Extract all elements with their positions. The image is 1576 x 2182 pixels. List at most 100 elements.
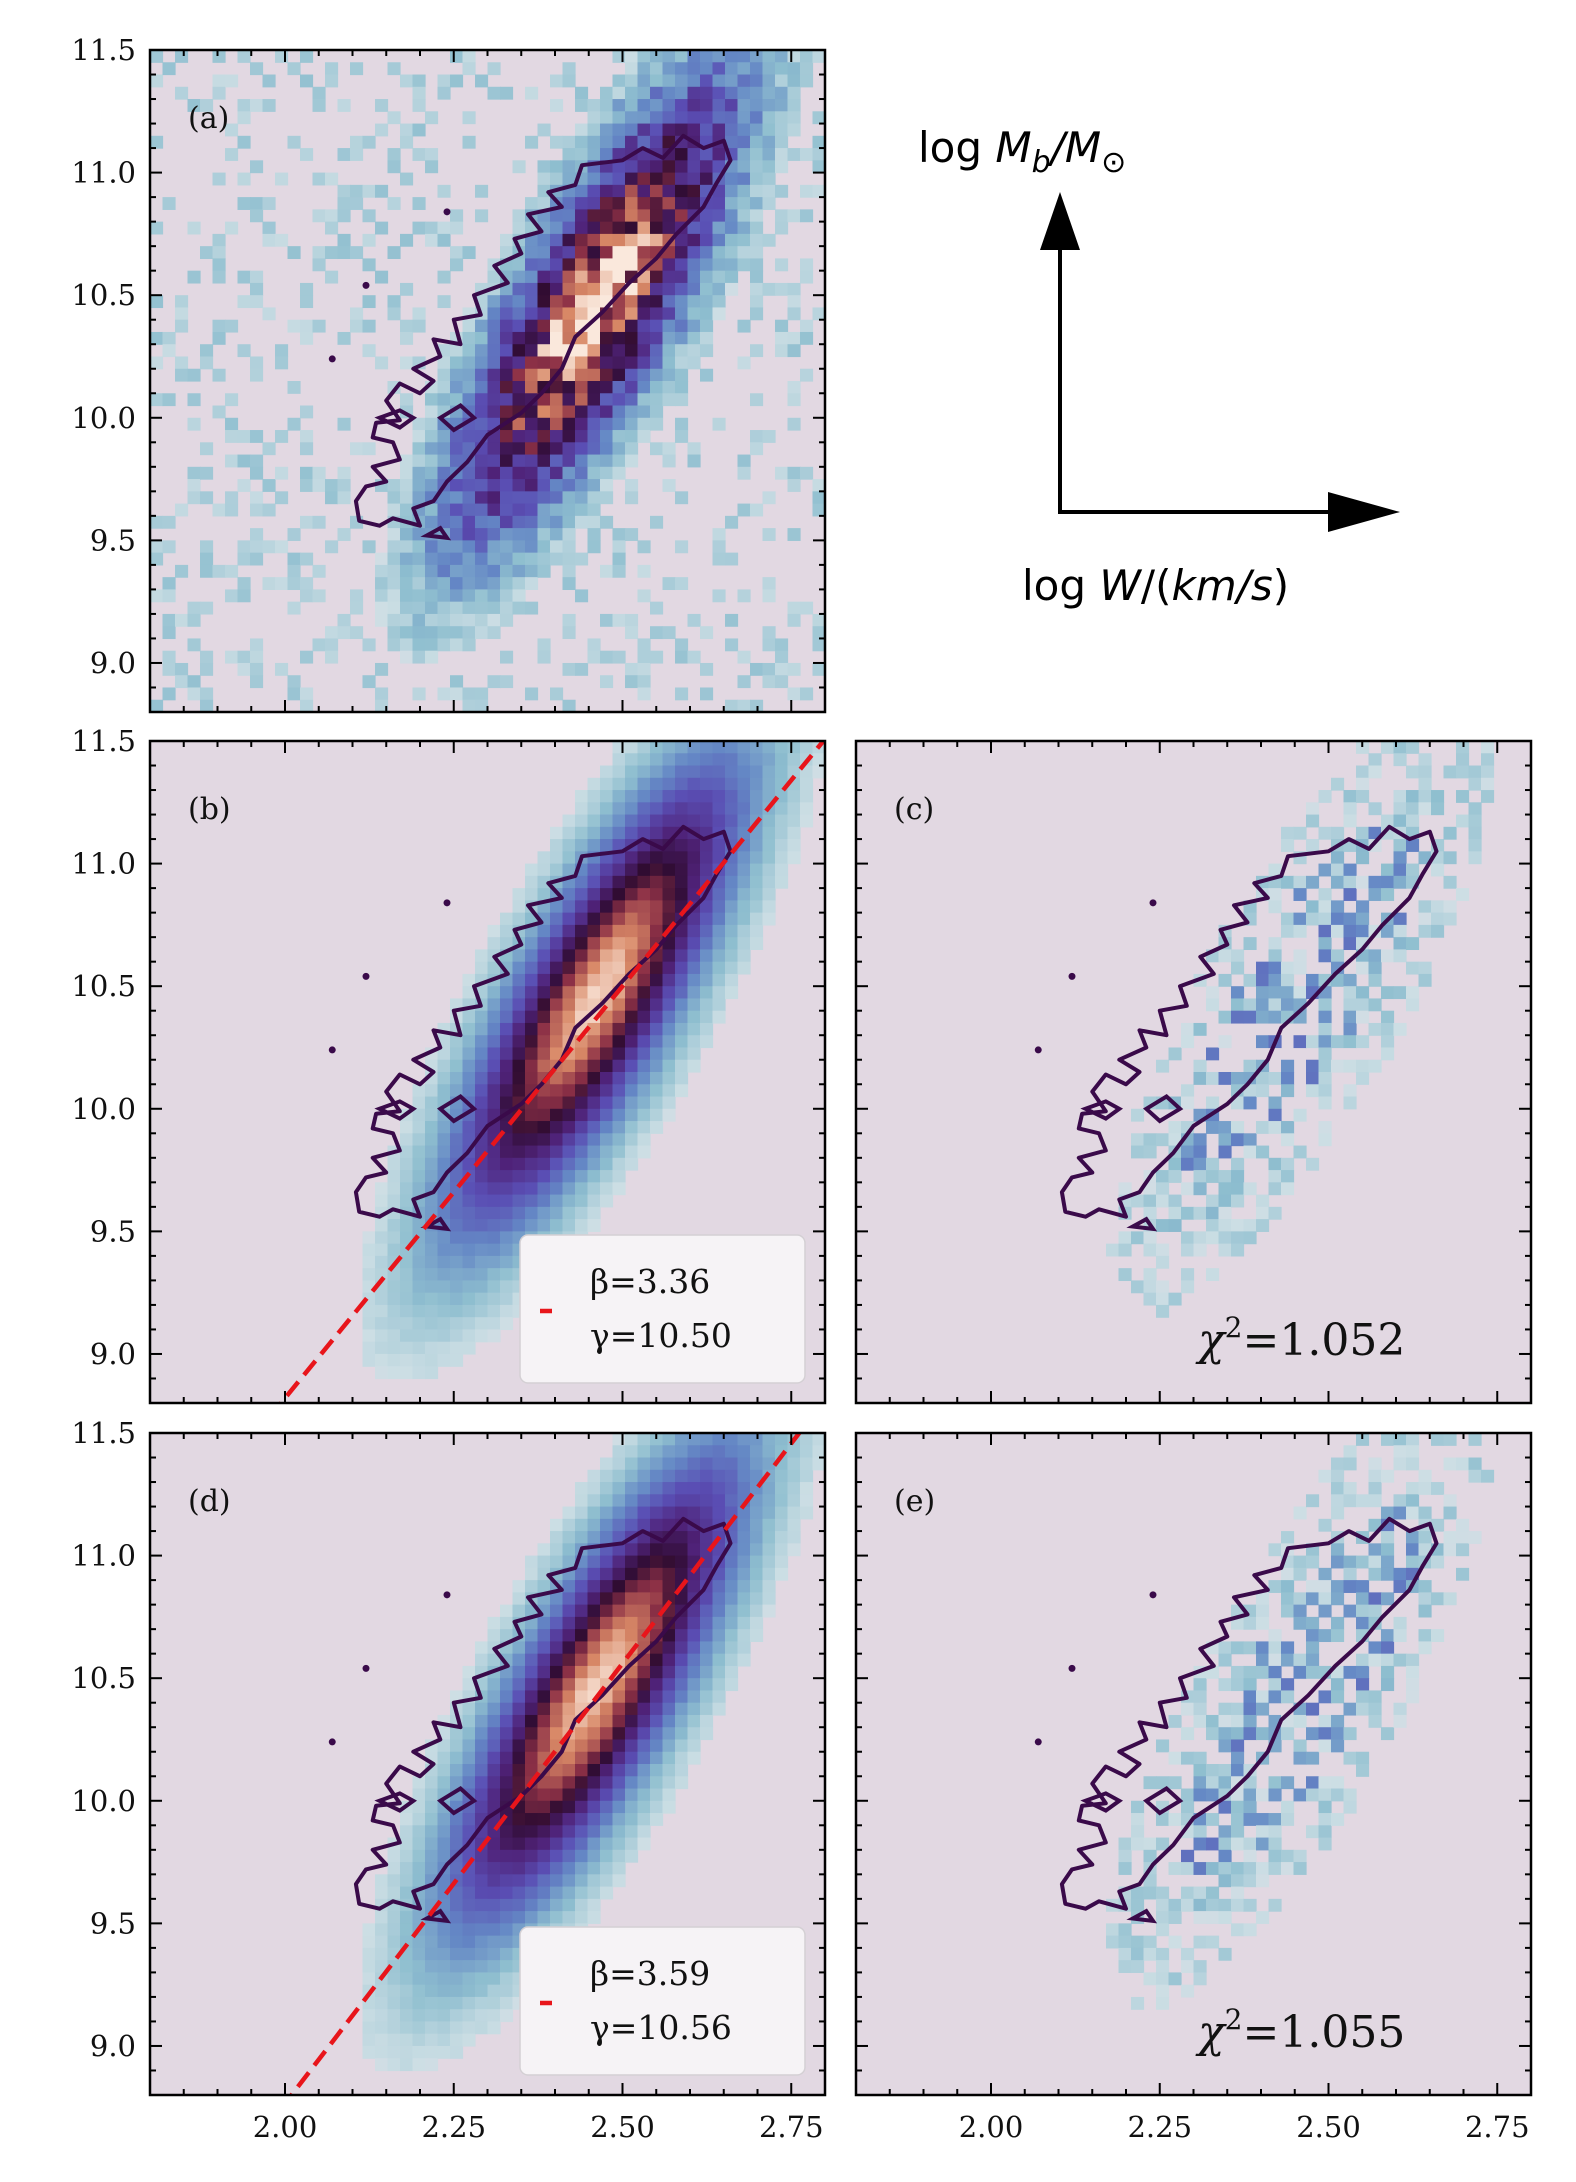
heatmap-cell <box>762 1518 776 1532</box>
legend-gamma: γ=10.56 <box>590 2008 732 2047</box>
heatmap-cell <box>575 381 589 394</box>
heatmap-cell <box>575 258 589 272</box>
heatmap-cell <box>612 1849 626 1863</box>
heatmap-cell <box>562 1874 576 1888</box>
heatmap-cell <box>687 998 701 1012</box>
heatmap-cell <box>1218 1776 1232 1790</box>
heatmap-cell <box>1181 1862 1195 1875</box>
heatmap-cell <box>475 1317 489 1331</box>
heatmap-cell <box>675 111 689 125</box>
heatmap-cell <box>1181 1280 1195 1294</box>
heatmap-cell <box>1193 1788 1207 1802</box>
heatmap-cell <box>762 900 776 914</box>
heatmap-cell <box>562 1157 576 1171</box>
heatmap-cell <box>600 381 614 394</box>
heatmap-cell <box>650 1653 664 1667</box>
heatmap-cell <box>762 282 776 296</box>
heatmap-cell <box>700 1702 714 1716</box>
heatmap-cell <box>500 589 514 603</box>
heatmap-cell <box>425 1329 439 1343</box>
heatmap-cell <box>712 221 726 235</box>
heatmap-cell <box>200 650 214 664</box>
heatmap-cell <box>462 1947 476 1961</box>
heatmap-cell <box>587 839 601 852</box>
heatmap-cell <box>562 466 576 480</box>
heatmap-cell <box>1393 1714 1407 1728</box>
heatmap-cell <box>1243 1898 1257 1912</box>
heatmap-cell <box>487 1157 501 1171</box>
heatmap-cell <box>637 405 651 419</box>
heatmap-cell <box>562 1776 576 1790</box>
heatmap-cell <box>612 209 626 223</box>
heatmap-cell <box>525 1702 539 1716</box>
heatmap-cell <box>1293 826 1307 840</box>
heatmap-cell <box>487 1739 501 1753</box>
heatmap-cell <box>775 790 789 803</box>
heatmap-cell <box>712 307 726 321</box>
heatmap-cell <box>612 1170 626 1183</box>
heatmap-cell <box>1306 1665 1320 1679</box>
heatmap-cell <box>1268 1170 1282 1183</box>
heatmap-cell <box>525 442 539 456</box>
heatmap-cell <box>175 675 189 689</box>
heatmap-cell <box>1206 1206 1220 1220</box>
heatmap-cell <box>1456 741 1470 754</box>
heatmap-cell <box>625 111 639 125</box>
heatmap-cell <box>512 1010 526 1024</box>
heatmap-cell <box>1343 863 1357 877</box>
heatmap-cell <box>625 233 639 247</box>
heatmap-cell <box>1231 1764 1245 1777</box>
heatmap-cell <box>675 393 689 407</box>
heatmap-cell <box>550 1010 564 1024</box>
heatmap-cell <box>637 1837 651 1851</box>
heatmap-cell <box>1443 1592 1457 1606</box>
heatmap-cell <box>375 564 389 578</box>
heatmap-cell <box>587 356 601 370</box>
heatmap-cell <box>425 1292 439 1306</box>
heatmap-cell <box>1231 1665 1245 1679</box>
heatmap-cell <box>575 270 589 284</box>
heatmap-cell <box>487 1304 501 1318</box>
heatmap-cell <box>750 62 764 76</box>
heatmap-cell <box>675 875 689 889</box>
heatmap-cell <box>675 1641 689 1655</box>
heatmap-cell <box>500 331 514 345</box>
heatmap-cell <box>612 405 626 419</box>
heatmap-cell <box>162 62 176 76</box>
heatmap-cell <box>650 986 664 1000</box>
heatmap-cell <box>662 1702 676 1716</box>
heatmap-cell <box>737 1506 751 1520</box>
heatmap-cell <box>1318 1739 1332 1753</box>
heatmap-cell <box>475 528 489 541</box>
heatmap-cell <box>1331 1457 1345 1471</box>
heatmap-cell <box>400 491 414 505</box>
heatmap-cell <box>525 1616 539 1630</box>
heatmap-cell <box>712 99 726 112</box>
heatmap-cell <box>362 233 376 247</box>
heatmap-cell <box>725 900 739 914</box>
heatmap-cell <box>662 1567 676 1581</box>
heatmap-cell <box>562 479 576 492</box>
heatmap-cell <box>1318 1776 1332 1790</box>
heatmap-cell <box>662 961 676 975</box>
panel-label: (a) <box>188 101 229 136</box>
heatmap-cell <box>600 111 614 125</box>
heatmap-cell <box>762 888 776 901</box>
heatmap-cell <box>700 1727 714 1741</box>
heatmap-cell <box>550 973 564 987</box>
heatmap-cell <box>175 319 189 333</box>
heatmap-cell <box>187 687 201 701</box>
heatmap-cell <box>150 589 164 603</box>
heatmap-cell <box>537 961 551 975</box>
heatmap-cell <box>325 172 339 186</box>
heatmap-cell <box>500 1911 514 1924</box>
heatmap-cell <box>150 515 164 529</box>
heatmap-cell <box>412 552 426 566</box>
heatmap-cell <box>1368 1469 1382 1483</box>
heatmap-cell <box>475 961 489 975</box>
heatmap-cell <box>662 1445 676 1459</box>
heatmap-cell <box>662 1506 676 1520</box>
heatmap-cell <box>650 900 664 914</box>
heatmap-cell <box>437 1353 451 1367</box>
heatmap-cell <box>462 111 476 125</box>
